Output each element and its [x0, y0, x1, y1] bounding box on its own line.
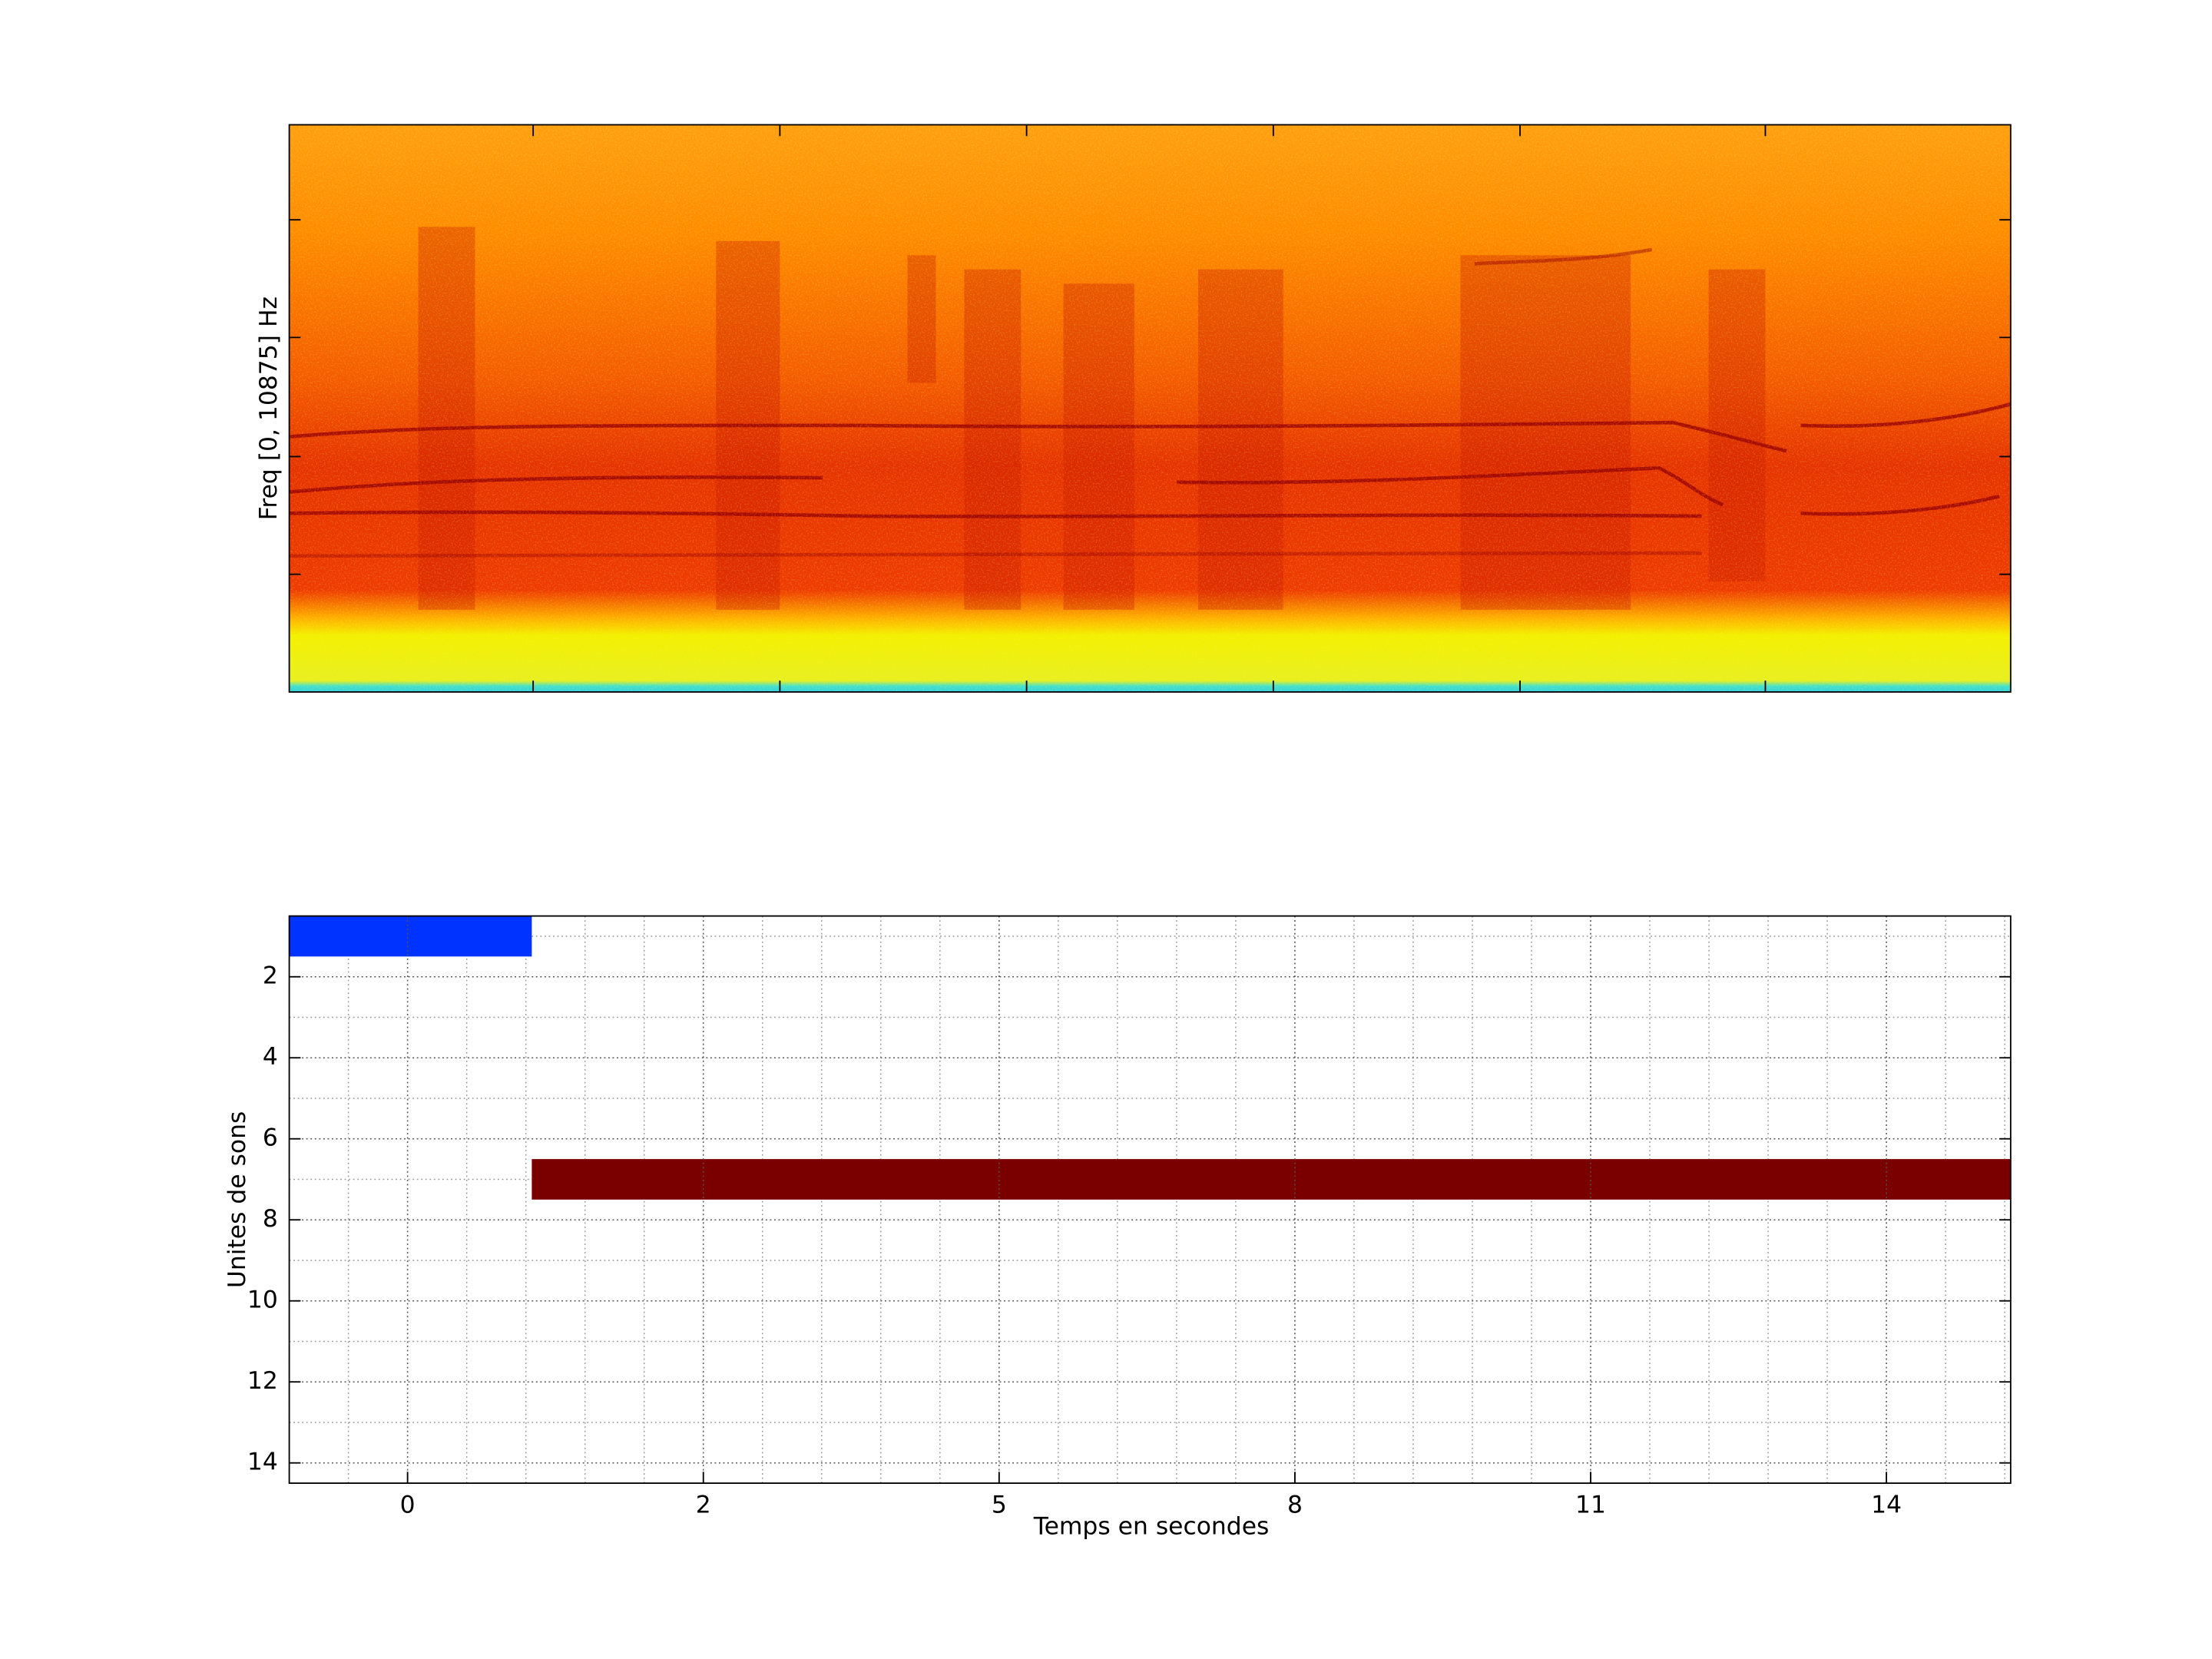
x-tick-label: 0 — [400, 1492, 416, 1519]
y-tick-label: 14 — [247, 1449, 278, 1476]
spectrogram-frame — [288, 124, 2012, 693]
spectrogram-ticks — [289, 124, 2011, 692]
y-tick-label: 4 — [263, 1043, 278, 1071]
y-axis-label: Unites de sons — [224, 1111, 251, 1288]
x-tick-label: 2 — [696, 1492, 711, 1519]
segment-bar — [289, 916, 532, 957]
spectrogram-noise — [289, 124, 2011, 692]
y-tick-label: 12 — [247, 1367, 278, 1395]
x-tick-label: 14 — [1871, 1492, 1902, 1519]
y-tick-label: 2 — [263, 962, 278, 990]
y-tick-label: 6 — [263, 1124, 278, 1152]
x-axis-label: Temps en secondes — [1033, 1512, 1270, 1540]
spectrogram — [289, 124, 2011, 692]
plot-frame — [288, 915, 2012, 1485]
x-tick-label: 11 — [1575, 1492, 1606, 1519]
x-tick-label: 5 — [992, 1492, 1007, 1519]
y-tick-label: 10 — [247, 1286, 278, 1314]
spectrogram-y-label: Freq [0, 10875] Hz — [255, 296, 283, 520]
segment-bar — [531, 1159, 2011, 1200]
x-tick-label: 8 — [1287, 1492, 1303, 1519]
y-tick-label: 8 — [263, 1205, 278, 1233]
